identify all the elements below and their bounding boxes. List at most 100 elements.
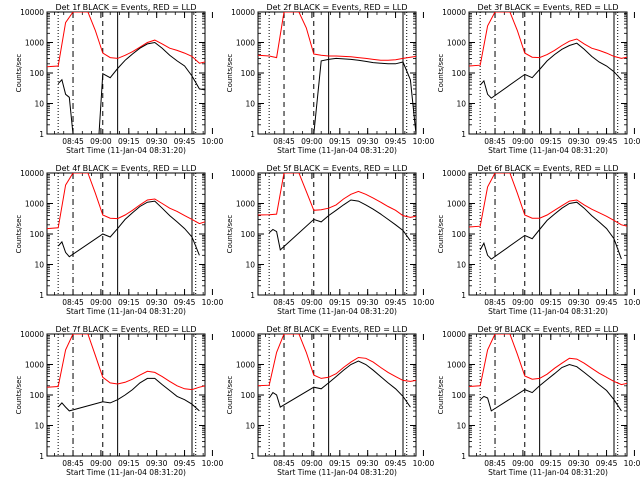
x-tick-label: 09:15 <box>329 137 351 146</box>
x-tick-label: 09:00 <box>90 459 112 468</box>
y-tick-label: 10000 <box>231 169 255 178</box>
x-tick-label: 09:45 <box>596 137 618 146</box>
y-tick-label: 1 <box>250 452 255 461</box>
panel-1: 1 10 100 1000 10000 08:45 09:00 09:15 09:30 09:45… <box>15 3 223 155</box>
y-tick-label: 1000 <box>236 39 255 48</box>
x-axis-label: Start Time (11-Jan-04 08:31:20) <box>277 146 397 155</box>
y-tick-label: 1 <box>461 130 466 139</box>
y-tick-label: 10000 <box>442 169 466 178</box>
x-tick-label: 08:45 <box>273 137 295 146</box>
y-tick-label: 1000 <box>25 361 44 370</box>
panel-3: 1 10 100 1000 10000 08:45 09:00 09:15 09:30 09:45… <box>437 3 640 155</box>
series-line-lld <box>469 173 627 228</box>
x-tick-label: 09:00 <box>301 459 323 468</box>
x-tick-label: 09:30 <box>146 298 168 307</box>
y-tick-label: 10000 <box>231 330 255 339</box>
x-tick-label: 09:15 <box>540 459 562 468</box>
x-tick-label: 10:00 <box>413 298 435 307</box>
x-tick-label: 10:00 <box>202 298 224 307</box>
plot-frame <box>46 333 206 457</box>
panel-8: 1 10 100 1000 10000 08:45 09:00 09:15 09:30 09:45… <box>226 325 434 477</box>
panel-5: 1 10 100 1000 10000 08:45 09:00 09:15 09:30 09:45… <box>226 164 434 316</box>
x-tick-label: 09:00 <box>90 298 112 307</box>
y-tick-label: 1000 <box>447 361 466 370</box>
panel-9: 1 10 100 1000 10000 08:45 09:00 09:15 09:30 09:45… <box>437 325 640 477</box>
y-axis-label: Counts/sec <box>15 54 23 93</box>
x-tick-label: 09:15 <box>540 298 562 307</box>
x-tick-label: 09:30 <box>568 298 590 307</box>
x-axis-label: Start Time (11-Jan-04 08:31:20) <box>488 146 608 155</box>
panel-title: Det 8f BLACK = Events, RED = LLD <box>266 325 407 334</box>
y-tick-label: 10 <box>34 100 44 109</box>
series-line-events <box>479 42 622 99</box>
x-axis-label: Start Time (11-Jan-04 08:31:20) <box>277 468 397 477</box>
panel-title: Det 2f BLACK = Events, RED = LLD <box>266 3 407 12</box>
y-tick-label: 1 <box>39 452 44 461</box>
series-line-events <box>57 377 200 412</box>
series-line-events <box>258 57 416 134</box>
x-tick-label: 09:15 <box>329 298 351 307</box>
x-tick-label: 08:45 <box>62 298 84 307</box>
y-tick-label: 1 <box>461 452 466 461</box>
y-tick-label: 10 <box>34 261 44 270</box>
y-tick-label: 10 <box>245 100 255 109</box>
x-tick-label: 09:45 <box>385 298 407 307</box>
x-tick-label: 10:00 <box>202 459 224 468</box>
y-tick-label: 100 <box>452 230 467 239</box>
series-line-events <box>268 199 411 251</box>
y-tick-label: 10 <box>456 261 466 270</box>
x-tick-label: 08:45 <box>273 459 295 468</box>
y-tick-label: 100 <box>30 69 45 78</box>
x-tick-label: 09:15 <box>540 137 562 146</box>
y-tick-label: 1000 <box>236 361 255 370</box>
panel-title: Det 7f BLACK = Events, RED = LLD <box>55 325 196 334</box>
x-tick-label: 08:45 <box>484 137 506 146</box>
x-tick-label: 10:00 <box>624 137 640 146</box>
y-tick-label: 10 <box>34 422 44 431</box>
x-tick-label: 09:30 <box>357 459 379 468</box>
x-tick-label: 10:00 <box>413 459 435 468</box>
y-tick-label: 10000 <box>442 8 466 17</box>
panel-7: 1 10 100 1000 10000 08:45 09:00 09:15 09:30 09:45… <box>15 325 223 477</box>
x-tick-label: 09:30 <box>146 137 168 146</box>
y-tick-label: 10 <box>245 261 255 270</box>
x-tick-label: 09:30 <box>357 298 379 307</box>
series-line-lld <box>258 12 416 61</box>
panel-4: 1 10 100 1000 10000 08:45 09:00 09:15 09:30 09:45… <box>15 164 223 316</box>
y-tick-label: 100 <box>452 391 467 400</box>
plot-frame <box>257 11 417 135</box>
x-tick-label: 09:15 <box>118 137 140 146</box>
y-axis-label: Counts/sec <box>437 215 445 254</box>
y-tick-label: 10000 <box>20 330 44 339</box>
x-tick-label: 10:00 <box>624 459 640 468</box>
x-tick-label: 08:45 <box>484 459 506 468</box>
x-tick-label: 09:30 <box>146 459 168 468</box>
x-tick-label: 09:45 <box>174 298 196 307</box>
y-tick-label: 1 <box>39 130 44 139</box>
x-axis-label: Start Time (11-Jan-04 08:31:20) <box>488 307 608 316</box>
x-tick-label: 09:30 <box>568 137 590 146</box>
x-tick-label: 08:45 <box>62 459 84 468</box>
x-tick-label: 09:45 <box>596 298 618 307</box>
x-tick-label: 09:00 <box>301 298 323 307</box>
series-line-lld <box>469 12 627 67</box>
y-tick-label: 1000 <box>447 39 466 48</box>
x-tick-label: 09:30 <box>568 459 590 468</box>
x-tick-label: 09:45 <box>174 137 196 146</box>
x-tick-label: 08:45 <box>62 137 84 146</box>
series-line-events <box>479 201 622 260</box>
y-tick-label: 100 <box>30 230 45 239</box>
x-tick-label: 08:45 <box>273 298 295 307</box>
x-tick-label: 10:00 <box>202 137 224 146</box>
x-tick-label: 09:00 <box>301 137 323 146</box>
series-line-events <box>57 41 205 134</box>
x-axis-label: Start Time (11-Jan-04 08:31:20) <box>66 468 186 477</box>
y-tick-label: 100 <box>241 391 256 400</box>
x-tick-label: 08:45 <box>484 298 506 307</box>
x-axis-label: Start Time (11-Jan-04 08:31:20) <box>66 307 186 316</box>
plot-frame <box>468 333 628 457</box>
y-axis-label: Counts/sec <box>226 215 234 254</box>
panel-title: Det 5f BLACK = Events, RED = LLD <box>266 164 407 173</box>
